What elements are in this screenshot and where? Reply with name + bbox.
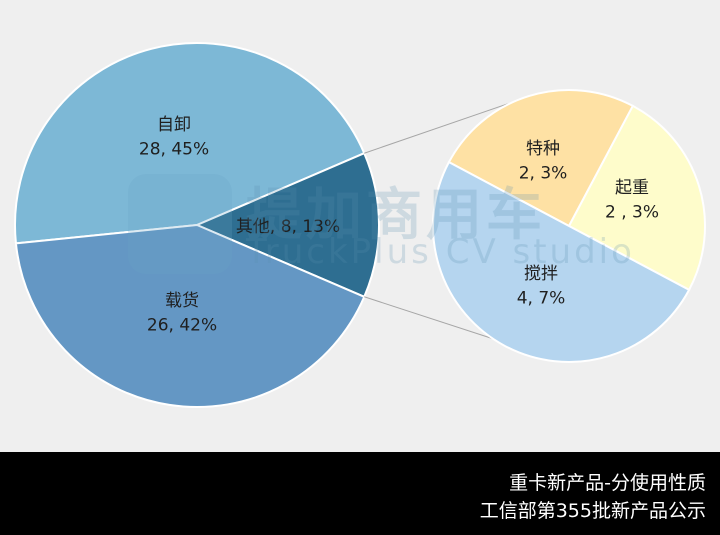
main-slice-其他 <box>194 151 380 299</box>
secondary-pie <box>432 89 706 363</box>
label-搅拌: 搅拌 4, 7% <box>517 264 566 309</box>
footer-caption-line1: 重卡新产品-分使用性质 <box>509 472 706 494</box>
slice-labels: 自卸 28, 45% 其他, 8, 13% 载货 26, 42% 特种 2, 3% 起重 2 ,… <box>139 115 659 336</box>
pie-of-pie-chart: 自卸 28, 45% 其他, 8, 13% 载货 26, 42% 特种 2, 3% 起重 2 ,… <box>14 41 706 409</box>
label-起重: 起重 2 , 3% <box>605 178 659 223</box>
sub-slice-搅拌 <box>432 160 691 363</box>
connector-line-bottom <box>364 296 494 340</box>
label-特种: 特种 2, 3% <box>519 139 568 184</box>
label-其他: 其他, 8, 13% <box>236 217 340 237</box>
main-pie <box>14 41 380 409</box>
label-载货: 载货 26, 42% <box>147 291 217 336</box>
main-slice-载货 <box>14 223 366 409</box>
footer-caption-line2: 工信部第355批新产品公示 <box>479 500 706 522</box>
main-slice-自卸 <box>14 41 366 245</box>
label-自卸: 自卸 28, 45% <box>139 115 209 160</box>
footer-bar: 重卡新产品-分使用性质 工信部第355批新产品公示 <box>0 452 720 535</box>
